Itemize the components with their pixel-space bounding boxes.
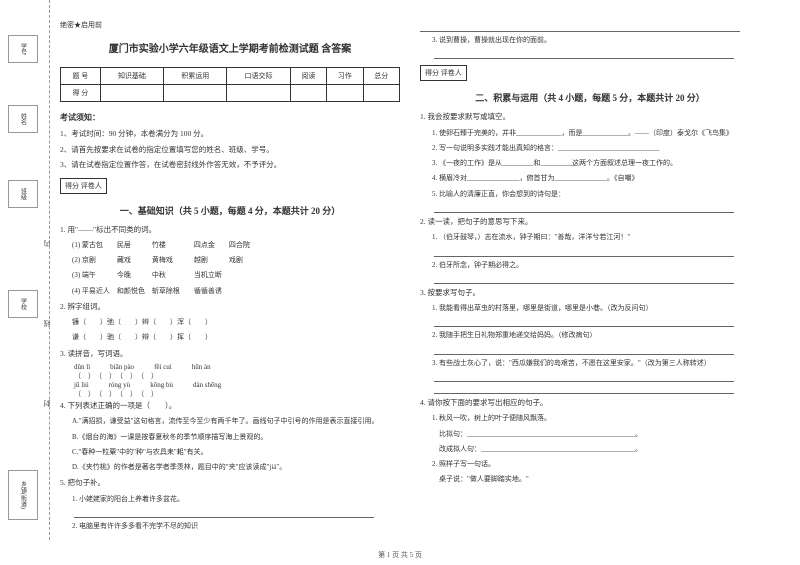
s1q1r0: (1) 蒙古包 民居 竹楼 四点金 四合院 — [60, 239, 400, 252]
col-1: 知识基础 — [100, 68, 163, 85]
notice-3: 3、请在试卷指定位置作答，在试卷密封线外作答无效，不予评分。 — [60, 158, 400, 172]
s1q3b2: （ ） （ ） （ ） （ ） — [60, 389, 400, 399]
blank — [434, 317, 734, 327]
margin-banji: 班级 — [8, 180, 38, 208]
score-header-row: 题 号 知识基础 积累运用 口语交际 阅读 习作 总分 — [61, 68, 400, 85]
s2q4r3: 2. 照样子写一句话。 — [420, 458, 760, 471]
scorer-box-1: 得分 评卷人 — [60, 178, 107, 194]
s1q2r0: 镰（ ）弛（ ）辫（ ）浑（ ） — [60, 316, 400, 329]
exam-title: 厦门市实验小学六年级语文上学期考前检测试题 含答案 — [60, 40, 400, 55]
s1q3p1: dǔn lì biān pào fěi cuì hūn àn — [60, 363, 400, 371]
s1q5r0: 1. 小姥姥家的阳台上养着许多盆花。 — [60, 493, 400, 506]
notice-heading: 考试须知： — [60, 112, 400, 123]
col-4: 阅读 — [290, 68, 326, 85]
blank — [434, 203, 734, 213]
page-footer: 第 1 页 共 5 页 — [0, 550, 800, 560]
s2q4: 4. 请你按下面的要求写出相应的句子。 — [420, 396, 760, 410]
right-column: 3. 说到曹操，曹操就出现在你的面前。 得分 评卷人 二、积累与运用（共 4 小… — [410, 20, 770, 540]
s1q4d: D.《夹竹桃》的作者是著名学者季羡林，题目中的"夹"应该读成"jiá"。 — [60, 461, 400, 474]
s1q1r3: (4) 平易近人 和颜悦色 斩草除根 循循善诱 — [60, 285, 400, 298]
blank — [434, 345, 734, 355]
s2q3r2: 3. 有些战士灰心了，说："西瓜嫌我们的岛艰苦，不愿在这里安家。"（改为第三人称… — [420, 357, 760, 370]
col-2: 积累运用 — [164, 68, 227, 85]
blank — [74, 508, 374, 518]
s2q3r1: 2. 我随手把生日礼物郑重地递交给妈妈。（修改病句） — [420, 329, 760, 342]
margin-xuexiao: 学校 — [8, 290, 38, 318]
col-0: 题 号 — [61, 68, 101, 85]
s2q4r1: 比拟句：____________________________________… — [420, 428, 760, 441]
s2q4r0: 1. 秋风一吹，树上的叶子便随风飘落。 — [420, 412, 760, 425]
s2q2: 2. 读一读，把句子的意思写下来。 — [420, 215, 760, 229]
s1q3b1: （ ） （ ） （ ） （ ） — [60, 371, 400, 381]
margin-xingming: 姓名 — [8, 105, 38, 133]
blank — [434, 49, 734, 59]
s1q2: 2. 辨字组词。 — [60, 300, 400, 314]
margin-nei: 内 — [42, 240, 52, 247]
s2q3r0: 1. 我能看得出草虫的村落里，哪里是街道，哪里是小巷。（改为反问句） — [420, 302, 760, 315]
section1-title: 一、基础知识（共 5 小题，每题 4 分，本题共计 20 分） — [60, 204, 400, 217]
margin-xuehao: 学号 — [8, 35, 38, 63]
score-table: 题 号 知识基础 积累运用 口语交际 阅读 习作 总分 得 分 — [60, 67, 400, 102]
section2-title: 二、积累与运用（共 4 小题，每题 5 分，本题共计 20 分） — [420, 91, 760, 104]
s1q3p2: jū liú róng yù kǒng bù dàn shēng — [60, 381, 400, 389]
scorer-box-2: 得分 评卷人 — [420, 65, 467, 81]
s1q3: 3. 读拼音，写词语。 — [60, 347, 400, 361]
col-3: 口语交际 — [227, 68, 290, 85]
blank — [434, 247, 734, 257]
blank — [434, 384, 734, 394]
s2q1: 1. 我会按要求默写或填空。 — [420, 110, 760, 124]
s2q4r2: 改成拟人句：__________________________________… — [420, 443, 760, 456]
row-label: 得 分 — [61, 85, 101, 102]
left-column: 绝密★启用前 厦门市实验小学六年级语文上学期考前检测试题 含答案 题 号 知识基… — [50, 20, 410, 540]
s1q1r2: (3) 端午 今晚 中秋 当机立断 — [60, 269, 400, 282]
margin-feng: 封 — [42, 400, 52, 407]
s2q1r1: 2. 写一句说明多实践才能出真知的格言：____________________… — [420, 142, 760, 155]
s2q2r1: 2. 伯牙所念，钟子期必得之。 — [420, 259, 760, 272]
s2q3: 3. 按要求写句子。 — [420, 286, 760, 300]
blank — [420, 22, 740, 32]
s2q1r3: 4. 横眉冷对_______________，俯首甘为_____________… — [420, 172, 760, 185]
s2q2r0: 1. （伯牙鼓琴，）志在流水，钟子期曰："善哉，洋洋兮若江河！" — [420, 231, 760, 244]
margin-xiangzhen: 乡镇(街道) — [8, 470, 38, 520]
notice-1: 1、考试时间：90 分钟，本卷满分为 100 分。 — [60, 127, 400, 141]
s1q4c: C."春种一粒粟"中的"种"与农具耒"耜"有关。 — [60, 446, 400, 459]
s1q1r1: (2) 京剧 藏戏 黄梅戏 越剧 戏剧 — [60, 254, 400, 267]
col-5: 习作 — [327, 68, 363, 85]
s1q4: 4. 下列表述正确的一项是（ ）。 — [60, 399, 400, 413]
page-content: 绝密★启用前 厦门市实验小学六年级语文上学期考前检测试题 含答案 题 号 知识基… — [0, 0, 800, 540]
blank — [434, 274, 734, 284]
s2q1r2: 3. 《一夜的工作》是从_________和_________这两个方面叙述总理… — [420, 157, 760, 170]
blank — [434, 372, 734, 382]
s2q1r0: 1. 使卵石臻于完美的，并非_____________，而是__________… — [420, 127, 760, 140]
s1q5: 5. 把句子补。 — [60, 476, 400, 490]
s1q5r2: 3. 说到曹操，曹操就出现在你的面前。 — [420, 34, 760, 47]
s1q5r1: 2. 电脑里有许许多多看不完学不尽的知识 — [60, 520, 400, 533]
s2q4r4: 桌子说："做人要脚踏实地。" — [420, 473, 760, 486]
binding-margin: 学号 姓名 班级 学校 乡镇(街道) 内 线 封 — [0, 0, 50, 540]
s1q2r1: 谦（ ）驰（ ）辩（ ）挥（ ） — [60, 331, 400, 344]
col-6: 总分 — [363, 68, 399, 85]
s1q4a: A."满招损，谦受益"这句格言，流传至今至少有两千年了。画线句子中引号的作用是表… — [60, 415, 400, 428]
confidential-label: 绝密★启用前 — [60, 20, 400, 30]
notice-2: 2、请首先按要求在试卷的指定位置填写您的姓名、班级、学号。 — [60, 143, 400, 157]
s2q1r4: 5. 比喻人的清廉正直，你会想到的诗句是： — [420, 188, 760, 201]
margin-xian: 线 — [42, 320, 52, 327]
s1q4b: B.《烟台的海》一课是按春夏秋冬的季节顺序描写海上景观的。 — [60, 431, 400, 444]
s1q1: 1. 用"——"标出不同类的词。 — [60, 223, 400, 237]
score-value-row: 得 分 — [61, 85, 400, 102]
